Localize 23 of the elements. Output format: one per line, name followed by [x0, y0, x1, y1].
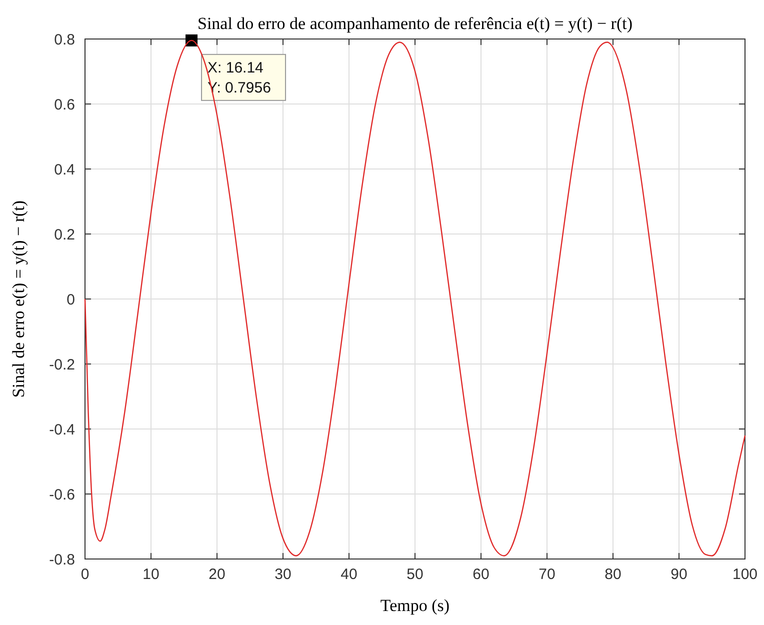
chart-title: Sinal do erro de acompanhamento de referência e(t) = y(t) − r(t) [197, 14, 633, 33]
y-tick-label: -0.4 [49, 421, 75, 438]
y-tick-label: 0 [66, 291, 75, 308]
y-tick-label: 0.2 [54, 226, 75, 244]
x-tick-label: 60 [472, 566, 490, 583]
x-axis-title: Tempo (s) [380, 596, 450, 615]
y-tick-label: -0.2 [49, 356, 75, 374]
x-tick-label: 0 [80, 566, 90, 583]
x-tick-label: 10 [142, 566, 160, 583]
y-tick-label: 0.6 [54, 96, 75, 114]
x-tick-label: 100 [732, 566, 758, 583]
y-tick-label: 0.8 [54, 31, 75, 48]
x-tick-label: 20 [208, 566, 226, 583]
y-tick-label: 0.4 [54, 161, 75, 178]
y-axis-title: Sinal de erro e(t) = y(t) − r(t) [9, 200, 28, 398]
x-tick-label: 50 [406, 566, 424, 583]
y-tick-label: -0.6 [49, 486, 75, 504]
x-tick-label: 40 [340, 566, 358, 583]
x-tick-label: 80 [604, 566, 622, 583]
y-tick-label: -0.8 [49, 551, 75, 568]
x-tick-label: 70 [538, 566, 556, 583]
x-tick-label: 90 [670, 566, 688, 583]
x-tick-label: 30 [274, 566, 292, 583]
